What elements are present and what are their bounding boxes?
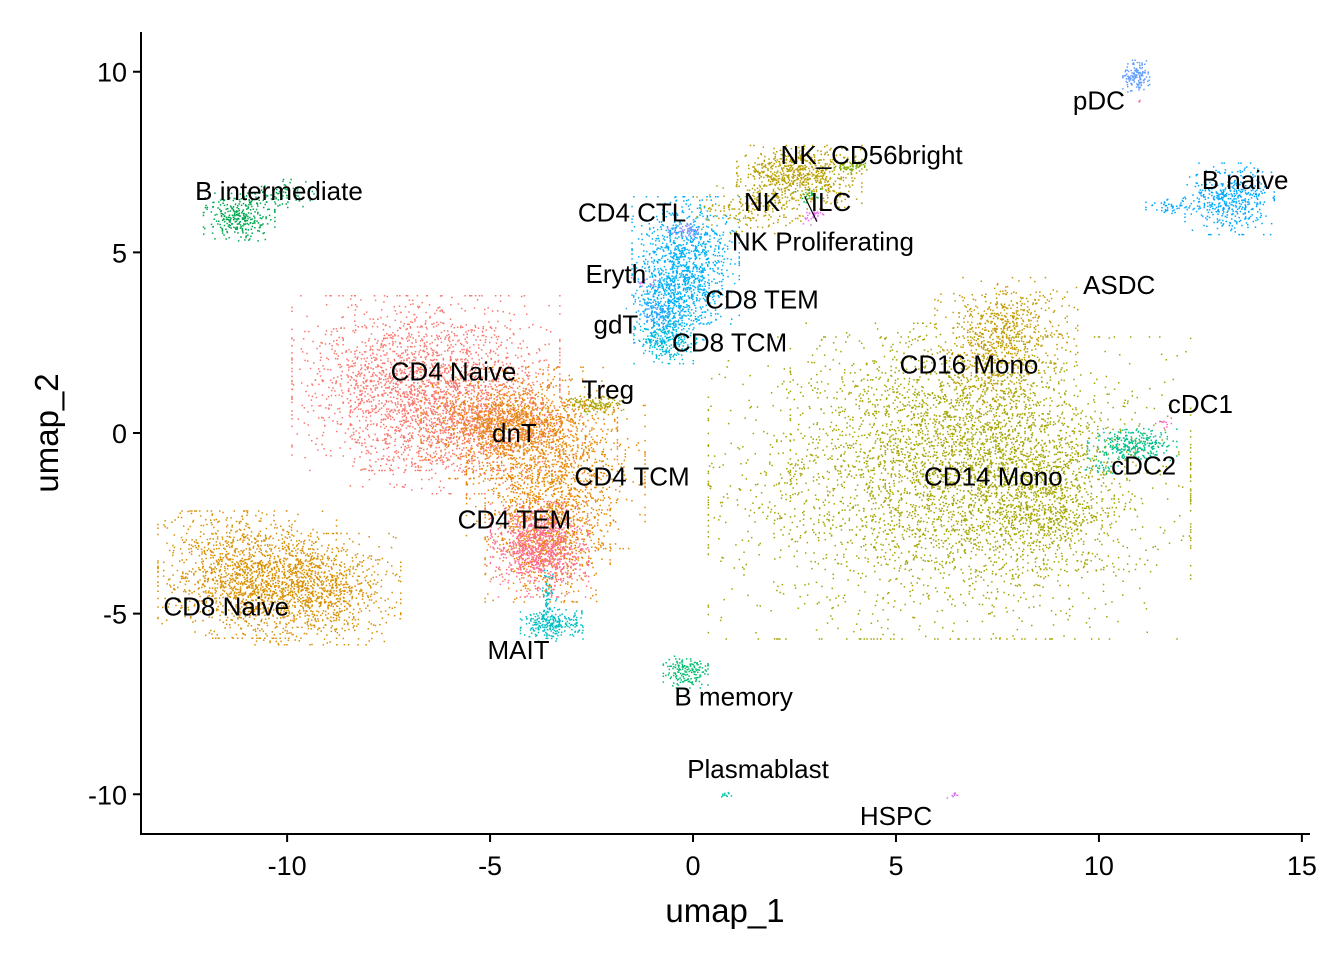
series-cdc2 <box>1084 427 1178 475</box>
y-axis-title: umap_2 <box>28 373 65 492</box>
series-b-intermediate <box>202 178 315 242</box>
cluster-label-cd8-tcm: CD8 TCM <box>672 328 787 358</box>
cluster-label-pdc: pDC <box>1073 86 1125 116</box>
cluster-label-b-intermediate: B intermediate <box>195 176 363 206</box>
scatter-points <box>157 59 1275 799</box>
y-ticks: -10 -5 0 5 10 <box>88 58 141 810</box>
series-cd16-mono <box>934 276 1079 426</box>
cluster-label-nk-proliferating: NK Proliferating <box>732 227 914 257</box>
cluster-label-cd4-tcm: CD4 TCM <box>575 461 690 491</box>
cluster-label-cdc2: cDC2 <box>1111 451 1176 481</box>
series-cd8-tcm <box>633 315 698 365</box>
series-cd14-mono <box>707 322 1192 640</box>
points <box>157 510 402 646</box>
points <box>1138 99 1141 103</box>
points <box>946 792 959 799</box>
x-tick-label: 15 <box>1287 851 1317 881</box>
x-tick-label: 5 <box>888 851 903 881</box>
points <box>633 315 698 365</box>
cluster-label-nk-cd56bright: NK_CD56bright <box>781 140 964 170</box>
points <box>519 569 584 642</box>
label-leader-lines <box>804 196 818 222</box>
series-nk-proliferating <box>802 211 825 226</box>
cluster-label-cd16-mono: CD16 Mono <box>900 349 1039 379</box>
points <box>1145 162 1275 236</box>
cluster-label-b-naive: B naive <box>1202 165 1289 195</box>
series-cdc1 <box>1154 417 1173 429</box>
points <box>833 159 868 176</box>
cluster-label-hspc: HSPC <box>860 801 932 831</box>
series-treg <box>560 394 625 416</box>
points <box>1122 59 1151 93</box>
x-tick-label: -5 <box>478 851 502 881</box>
points <box>631 196 740 353</box>
series-cd4-ctl <box>667 222 700 240</box>
points <box>667 222 700 240</box>
cluster-label-cd4-ctl: CD4 CTL <box>578 198 686 228</box>
points <box>291 295 584 495</box>
cluster-label-eryth: Eryth <box>586 259 647 289</box>
series-dnt <box>452 394 562 460</box>
cluster-label-gdt: gdT <box>593 310 638 340</box>
series-cd4-naive <box>291 295 584 495</box>
points <box>802 211 825 226</box>
points <box>202 178 315 242</box>
cluster-labels: pDC NK_CD56bright B naive B intermediate CD4… <box>163 86 1288 831</box>
cluster-label-cd4-naive: CD4 Naive <box>391 357 517 387</box>
series-asdc <box>1138 99 1141 103</box>
leader-line <box>804 196 818 222</box>
points <box>452 394 562 460</box>
points <box>1084 427 1178 475</box>
cluster-label-nk: NK <box>744 187 781 217</box>
points <box>560 394 625 416</box>
cluster-label-b-memory: B memory <box>674 682 792 712</box>
axes <box>140 32 1310 835</box>
y-tick-label: 5 <box>112 238 127 268</box>
x-axis-title: umap_1 <box>665 892 784 929</box>
series-cd8-naive <box>157 510 402 646</box>
series-mait <box>519 569 584 642</box>
y-tick-label: 0 <box>112 419 127 449</box>
series-nk <box>696 144 863 235</box>
points <box>1154 417 1173 429</box>
cluster-label-cdc1: cDC1 <box>1168 389 1233 419</box>
series-plasmablast <box>721 791 733 798</box>
x-tick-label: 10 <box>1084 851 1114 881</box>
cluster-label-cd8-naive: CD8 Naive <box>163 591 289 621</box>
points <box>721 791 733 798</box>
series-cd8-tem <box>631 196 740 353</box>
cluster-label-cd14-mono: CD14 Mono <box>924 461 1063 491</box>
cluster-label-treg: Treg <box>582 375 635 405</box>
x-ticks: -10 -5 0 5 10 15 <box>268 834 1317 881</box>
cluster-label-cd8-tem: CD8 TEM <box>705 284 819 314</box>
x-tick-label: -10 <box>268 851 307 881</box>
y-tick-label: -10 <box>88 780 127 810</box>
x-tick-label: 0 <box>686 851 701 881</box>
y-tick-label: 10 <box>97 58 127 88</box>
cluster-label-mait: MAIT <box>487 635 549 665</box>
points <box>707 322 1192 640</box>
series-b-memory <box>662 655 709 689</box>
points <box>662 655 709 689</box>
points <box>934 276 1079 426</box>
series-nk-cd56bright <box>833 159 868 176</box>
series-b-naive <box>1145 162 1275 236</box>
y-tick-label: -5 <box>103 600 127 630</box>
cluster-label-cd4-tem: CD4 TEM <box>458 505 572 535</box>
cluster-label-dnt: dnT <box>492 418 537 448</box>
cluster-label-ilc: ILC <box>811 187 851 217</box>
cluster-label-plasmablast: Plasmablast <box>687 754 829 784</box>
series-pdc <box>1122 59 1151 93</box>
series-hspc <box>946 792 959 799</box>
cluster-label-asdc: ASDC <box>1083 270 1155 300</box>
points <box>696 144 863 235</box>
